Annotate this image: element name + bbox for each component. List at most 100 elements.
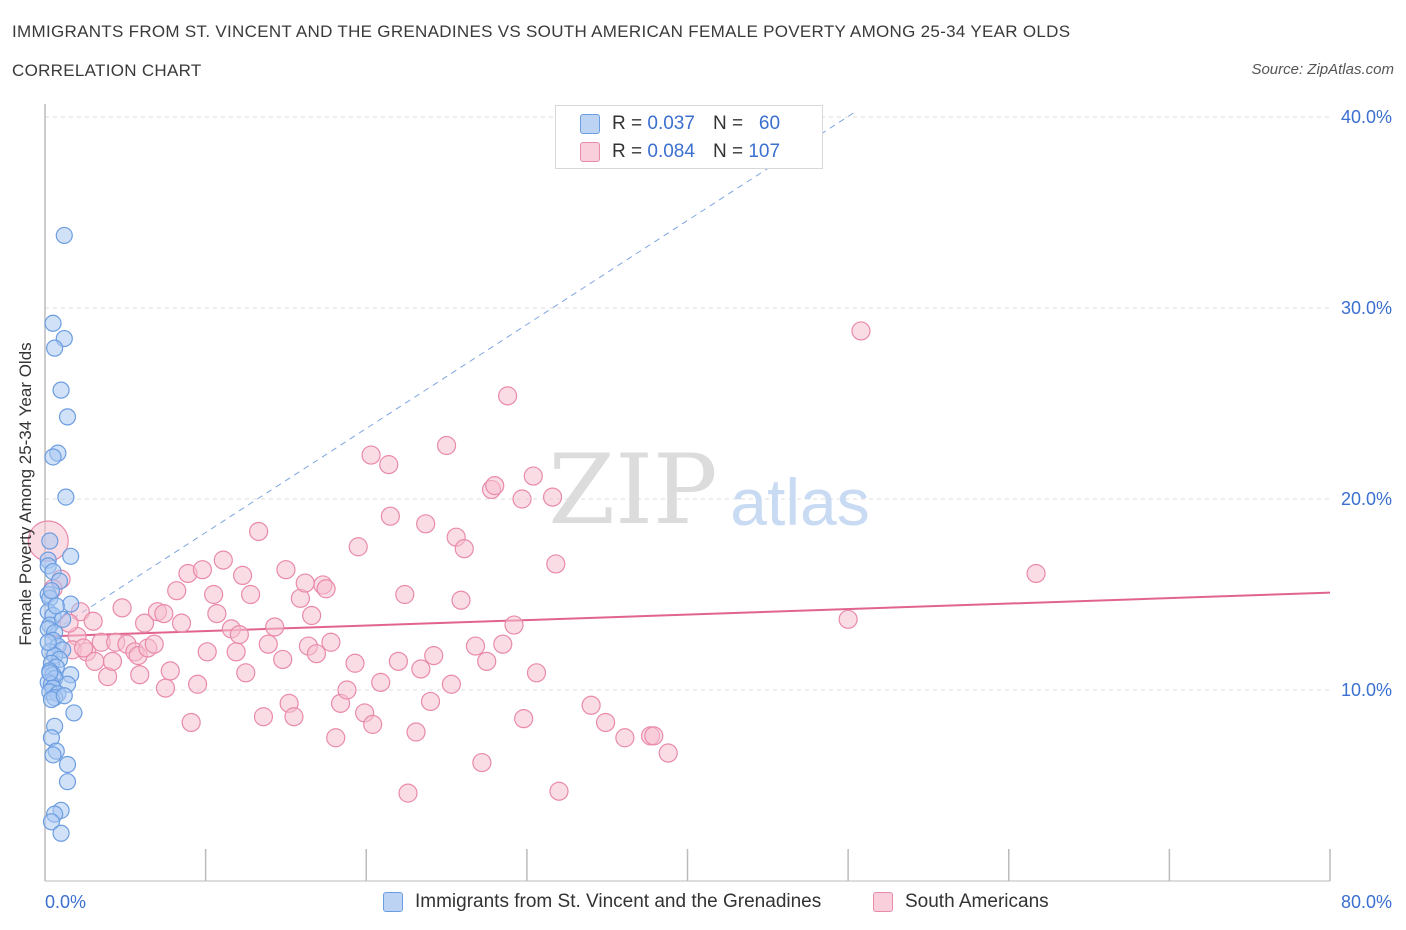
south-american-point — [102, 651, 123, 671]
legend-swatch-pink — [580, 142, 600, 162]
south-american-point — [658, 743, 678, 763]
tick-labels: 10.0% 20.0% 30.0% 40.0% 0.0% 80.0% — [45, 107, 1392, 912]
immigrant-point — [44, 314, 62, 332]
watermark: ZIP atlas — [548, 434, 869, 546]
y-tick-label: 40.0% — [1341, 107, 1392, 127]
south-american-trend-line — [44, 591, 1331, 638]
immigrant-point — [52, 381, 70, 399]
immigrant-point — [41, 532, 59, 550]
south-american-point — [546, 554, 566, 574]
south-american-point — [472, 752, 492, 773]
south-american-point — [229, 625, 249, 645]
legend-n-value: 60 — [758, 113, 781, 134]
immigrant-point — [58, 773, 77, 791]
source-label: Source: ZipAtlas.com — [1251, 61, 1394, 78]
y-tick-label: 10.0% — [1341, 680, 1392, 700]
legend-row-immigrants: R = 0.037 N = 60 — [580, 112, 780, 136]
south-american-point — [326, 728, 346, 748]
south-american-point — [424, 646, 444, 666]
south-american-point — [130, 665, 150, 685]
immigrant-point — [46, 339, 64, 357]
immigrant-point — [55, 687, 73, 705]
south-american-point — [454, 539, 474, 559]
south-american-point — [337, 680, 357, 700]
immigrant-point — [58, 408, 77, 426]
south-american-point — [284, 707, 304, 727]
legend-n-label: N = — [712, 141, 744, 162]
bottom-legend-swatch-blue — [383, 892, 403, 912]
legend-r-label: R = — [612, 141, 643, 162]
south-american-point — [838, 609, 858, 629]
south-american-point — [363, 714, 383, 734]
south-american-point — [167, 581, 187, 601]
legend-n-value: 107 — [748, 141, 781, 162]
south-american-point — [542, 487, 563, 507]
south-american-point — [192, 560, 213, 580]
south-american-point — [420, 691, 441, 712]
chart-subtitle: CORRELATION CHART — [12, 61, 202, 80]
bottom-legend-swatch-pink — [873, 892, 893, 912]
south-american-point — [213, 550, 233, 570]
south-american-point — [73, 638, 94, 658]
x-tick-label: 80.0% — [1341, 892, 1392, 912]
south-american-point — [253, 707, 274, 727]
south-american-point — [411, 659, 431, 679]
south-american-point — [241, 584, 261, 605]
immigrant-point — [44, 746, 62, 764]
south-american-point — [416, 514, 436, 534]
immigrant-point — [42, 813, 61, 831]
immigrant-point — [44, 448, 62, 466]
south-american-point — [232, 565, 253, 586]
bottom-legend-south-americans: South Americans — [873, 889, 1049, 915]
legend-r-value: 0.037 — [647, 113, 695, 134]
south-american-point — [258, 634, 278, 654]
immigrant-point — [62, 595, 80, 613]
south-american-point — [187, 674, 208, 694]
south-american-point — [207, 603, 227, 624]
south-american-point — [371, 672, 391, 692]
south-american-point — [265, 617, 285, 637]
south-american-point — [306, 644, 327, 664]
south-american-point — [83, 611, 103, 631]
south-american-point — [477, 651, 497, 671]
south-american-point — [197, 642, 217, 662]
y-axis-label: Female Poverty Among 25-34 Year Olds — [16, 342, 35, 646]
south-american-point — [379, 455, 399, 475]
south-american-point — [523, 466, 543, 486]
immigrant-point — [62, 547, 80, 565]
south-american-point — [276, 560, 296, 580]
immigrant-point — [57, 488, 75, 506]
legend-r-label: R = — [612, 113, 643, 134]
immigrant-point — [58, 755, 77, 774]
grid-lines — [45, 116, 1330, 691]
south-american-point — [498, 386, 518, 406]
legend-n-label: N = — [712, 113, 744, 134]
south-american-point — [155, 678, 176, 698]
bottom-legend-label: South Americans — [905, 891, 1049, 912]
south-american-point — [321, 632, 341, 652]
south-american-point — [236, 663, 256, 683]
immigrant-point — [65, 704, 83, 722]
south-american-point — [581, 695, 601, 715]
watermark-zip: ZIP — [548, 434, 717, 546]
south-american-point — [273, 649, 293, 670]
south-american-point — [316, 579, 336, 599]
watermark-atlas: atlas — [730, 465, 869, 539]
south-american-point — [398, 783, 418, 803]
south-american-point — [144, 634, 164, 654]
legend-swatch-blue — [580, 114, 600, 134]
south-american-point — [361, 445, 381, 465]
y-tick-label: 20.0% — [1341, 489, 1392, 509]
south-american-point — [465, 636, 486, 656]
south-american-point — [302, 605, 322, 626]
south-american-point — [504, 615, 524, 635]
bottom-legend-label: Immigrants from St. Vincent and the Gren… — [415, 891, 822, 912]
south-american-point — [181, 712, 201, 733]
legend-row-south-americans: R = 0.084 N = 107 — [580, 140, 780, 164]
immigrant-point — [41, 664, 59, 682]
south-american-point — [345, 653, 365, 673]
south-american-point — [160, 661, 180, 681]
immigrant-point — [47, 597, 65, 615]
chart-title: IMMIGRANTS FROM ST. VINCENT AND THE GREN… — [12, 22, 1071, 41]
